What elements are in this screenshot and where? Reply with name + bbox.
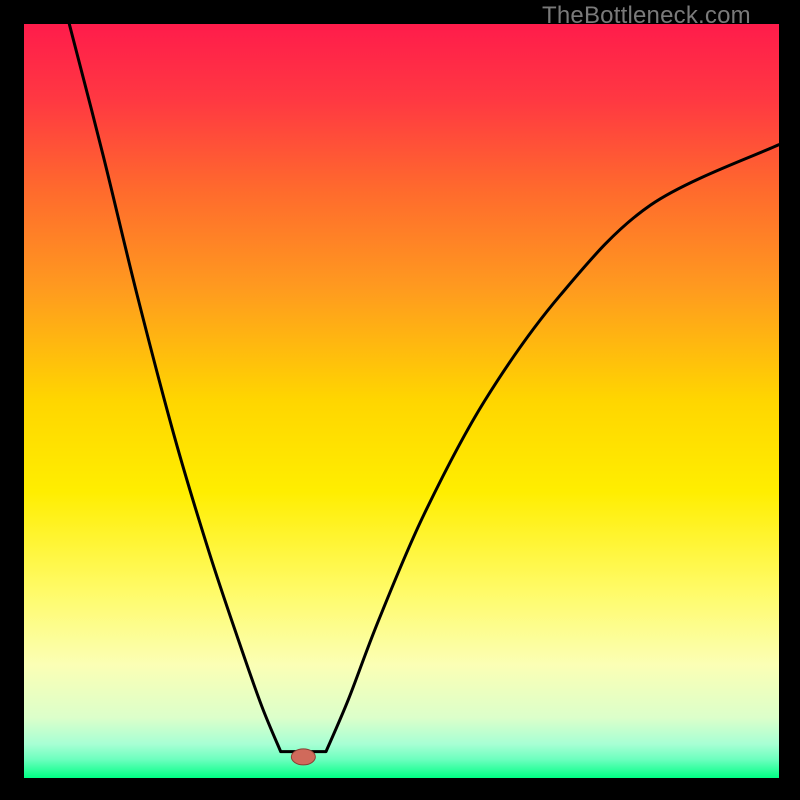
optimal-point-marker	[291, 749, 315, 765]
chart-stage: TheBottleneck.com	[0, 0, 800, 800]
watermark-text: TheBottleneck.com	[542, 2, 751, 30]
plot-background	[24, 24, 779, 778]
bottleneck-chart	[24, 24, 779, 778]
